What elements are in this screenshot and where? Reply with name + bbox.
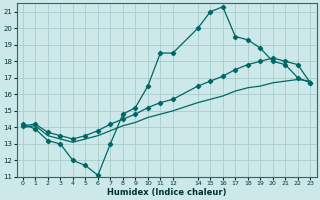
X-axis label: Humidex (Indice chaleur): Humidex (Indice chaleur) (107, 188, 226, 197)
